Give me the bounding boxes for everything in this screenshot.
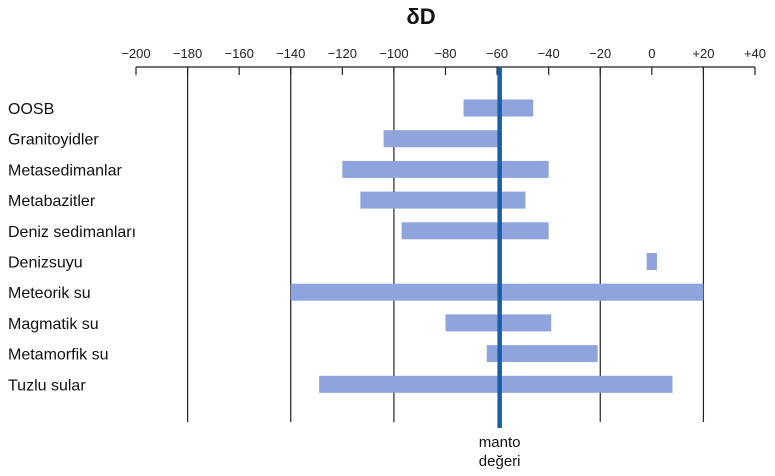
category-label: Deniz sedimanları <box>8 224 136 241</box>
category-label: Metabazitler <box>8 193 96 210</box>
category-label: Granitoyidler <box>8 132 99 149</box>
category-label: OOSB <box>8 101 54 118</box>
range-bar <box>290 283 704 301</box>
range-bar <box>319 375 673 393</box>
category-label: Magmatik su <box>8 316 99 333</box>
x-tick-label: −120 <box>328 46 357 61</box>
x-tick-label: −20 <box>589 46 611 61</box>
x-tick-label: +20 <box>692 46 714 61</box>
range-bar <box>342 160 549 178</box>
x-axis: −200 −180 −160 −140 −120 −100 −80 −60 −40 −20 0 +20… <box>121 46 766 75</box>
x-tick-label: −60 <box>486 46 508 61</box>
x-tick-label: +40 <box>744 46 766 61</box>
x-tick-label: −140 <box>276 46 305 61</box>
category-label: Metasedimanlar <box>8 162 123 179</box>
chart-title: δD <box>406 4 435 29</box>
range-bar <box>360 191 526 209</box>
range-bar <box>383 130 500 148</box>
range-bars <box>290 99 704 393</box>
x-tick-label: −200 <box>121 46 150 61</box>
x-tick-label: −40 <box>538 46 560 61</box>
x-tick-label: −160 <box>225 46 254 61</box>
category-label: Metamorfik su <box>8 347 108 364</box>
range-bar <box>401 222 549 240</box>
x-tick-label: −180 <box>173 46 202 61</box>
mantle-label: manto <box>479 434 521 451</box>
range-bar <box>486 345 598 363</box>
x-tick-label: −80 <box>434 46 456 61</box>
vertical-gridlines <box>186 67 705 422</box>
category-label: Tuzlu sular <box>8 377 86 394</box>
mantle-label: değeri <box>479 453 521 470</box>
category-label: Denizsuyu <box>8 255 83 272</box>
x-tick-label: 0 <box>648 46 655 61</box>
x-tick-label: −100 <box>379 46 408 61</box>
category-label: Meteorik su <box>8 285 91 302</box>
mantle-line-group: manto değeri <box>479 67 521 470</box>
category-labels: OOSB Granitoyidler Metasedimanlar Metabazit… <box>8 101 136 394</box>
range-bar <box>646 253 657 270</box>
